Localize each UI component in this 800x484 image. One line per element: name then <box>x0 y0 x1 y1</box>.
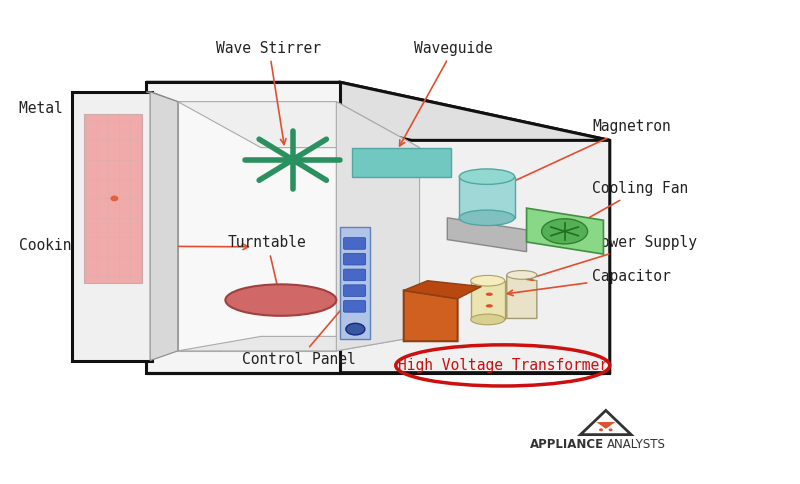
Ellipse shape <box>609 428 613 431</box>
FancyBboxPatch shape <box>343 285 366 296</box>
Text: Magnetron: Magnetron <box>491 120 671 192</box>
Ellipse shape <box>459 210 514 226</box>
Text: Control Panel: Control Panel <box>242 296 356 366</box>
Ellipse shape <box>506 271 537 279</box>
Polygon shape <box>178 336 419 351</box>
FancyBboxPatch shape <box>343 254 366 265</box>
Polygon shape <box>404 281 482 299</box>
Ellipse shape <box>110 196 118 201</box>
Polygon shape <box>471 281 505 319</box>
Polygon shape <box>340 82 610 373</box>
Text: Power Supply: Power Supply <box>527 236 698 280</box>
Text: Wave Stirrer: Wave Stirrer <box>217 41 322 145</box>
Text: Waveguide: Waveguide <box>400 41 493 146</box>
Ellipse shape <box>542 219 587 244</box>
Text: Cooking Cavity: Cooking Cavity <box>19 239 249 253</box>
Text: APPLIANCE: APPLIANCE <box>530 438 604 451</box>
Text: Cooling Fan: Cooling Fan <box>569 182 689 229</box>
Polygon shape <box>84 114 142 283</box>
Polygon shape <box>404 290 458 341</box>
Polygon shape <box>340 227 370 339</box>
Polygon shape <box>352 148 451 177</box>
Polygon shape <box>336 102 419 351</box>
FancyBboxPatch shape <box>343 301 366 312</box>
Text: High Voltage Transformer: High Voltage Transformer <box>398 358 608 373</box>
Polygon shape <box>146 92 178 102</box>
Text: Metal Mesh Window: Metal Mesh Window <box>18 102 167 192</box>
Polygon shape <box>506 275 537 318</box>
Polygon shape <box>146 82 340 373</box>
Polygon shape <box>596 422 615 429</box>
Ellipse shape <box>486 292 493 296</box>
FancyBboxPatch shape <box>343 238 366 249</box>
Ellipse shape <box>599 428 603 431</box>
Ellipse shape <box>470 275 505 286</box>
Ellipse shape <box>346 323 365 335</box>
Text: Turntable: Turntable <box>228 236 306 297</box>
Polygon shape <box>526 208 603 254</box>
Polygon shape <box>150 92 178 361</box>
Text: Capacitor: Capacitor <box>507 270 671 296</box>
Ellipse shape <box>459 169 514 184</box>
Polygon shape <box>178 102 336 351</box>
Text: ANALYSTS: ANALYSTS <box>607 438 666 451</box>
Polygon shape <box>459 177 514 218</box>
FancyBboxPatch shape <box>343 269 366 281</box>
Polygon shape <box>73 92 152 361</box>
Ellipse shape <box>226 284 336 316</box>
Ellipse shape <box>486 304 493 308</box>
Polygon shape <box>146 82 610 140</box>
Ellipse shape <box>470 314 505 325</box>
Polygon shape <box>447 218 526 252</box>
Polygon shape <box>178 102 419 148</box>
